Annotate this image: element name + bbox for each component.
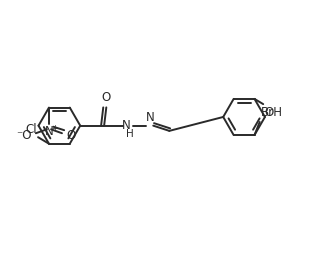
Text: O: O — [66, 129, 75, 142]
Text: +: + — [52, 124, 58, 133]
Text: ⁻O: ⁻O — [16, 129, 32, 142]
Text: H: H — [126, 129, 134, 139]
Text: Cl: Cl — [25, 123, 37, 136]
Text: N: N — [121, 119, 130, 132]
Text: O: O — [102, 91, 111, 104]
Text: N: N — [145, 111, 154, 124]
Text: N: N — [45, 125, 53, 138]
Text: Br: Br — [261, 106, 274, 119]
Text: OH: OH — [264, 106, 282, 119]
